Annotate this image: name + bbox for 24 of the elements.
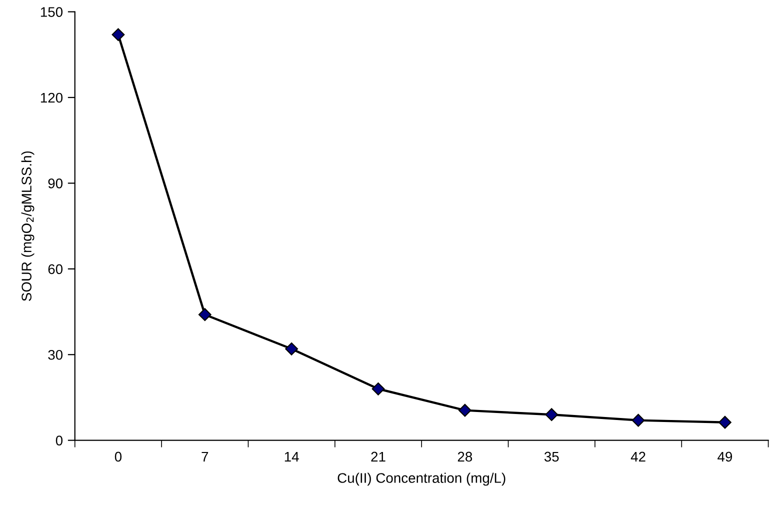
point (545, 408, 558, 422)
point (372, 382, 385, 396)
x-tick-label: 49 (718, 452, 732, 462)
y-tick-label: 150 (40, 7, 63, 17)
x-axis-title: Cu(II) Concentration (mg/L) (338, 472, 506, 486)
point (718, 416, 732, 429)
point (458, 404, 472, 417)
x-tick-label: 0 (114, 452, 122, 462)
y-tick-label: 30 (48, 350, 63, 360)
y-tick-label: 120 (40, 92, 63, 103)
y-tick-label: 90 (48, 178, 63, 188)
x-tick-label: 28 (458, 452, 472, 462)
x-tick-label: 42 (630, 452, 646, 462)
point (632, 414, 645, 427)
point (112, 28, 125, 42)
point (285, 342, 298, 356)
x-tick-label: 21 (371, 452, 386, 462)
x-tick-label: 7 (202, 452, 208, 462)
y-tick-label: 60 (48, 264, 63, 274)
x-tick-label: 14 (284, 452, 299, 462)
y-axis-title: SOUR (mgO$_{2}$/gMLSS.h) (21, 151, 34, 301)
x-tick-label: 35 (544, 452, 559, 462)
y-tick-label: 0 (56, 436, 63, 446)
point (198, 308, 212, 322)
